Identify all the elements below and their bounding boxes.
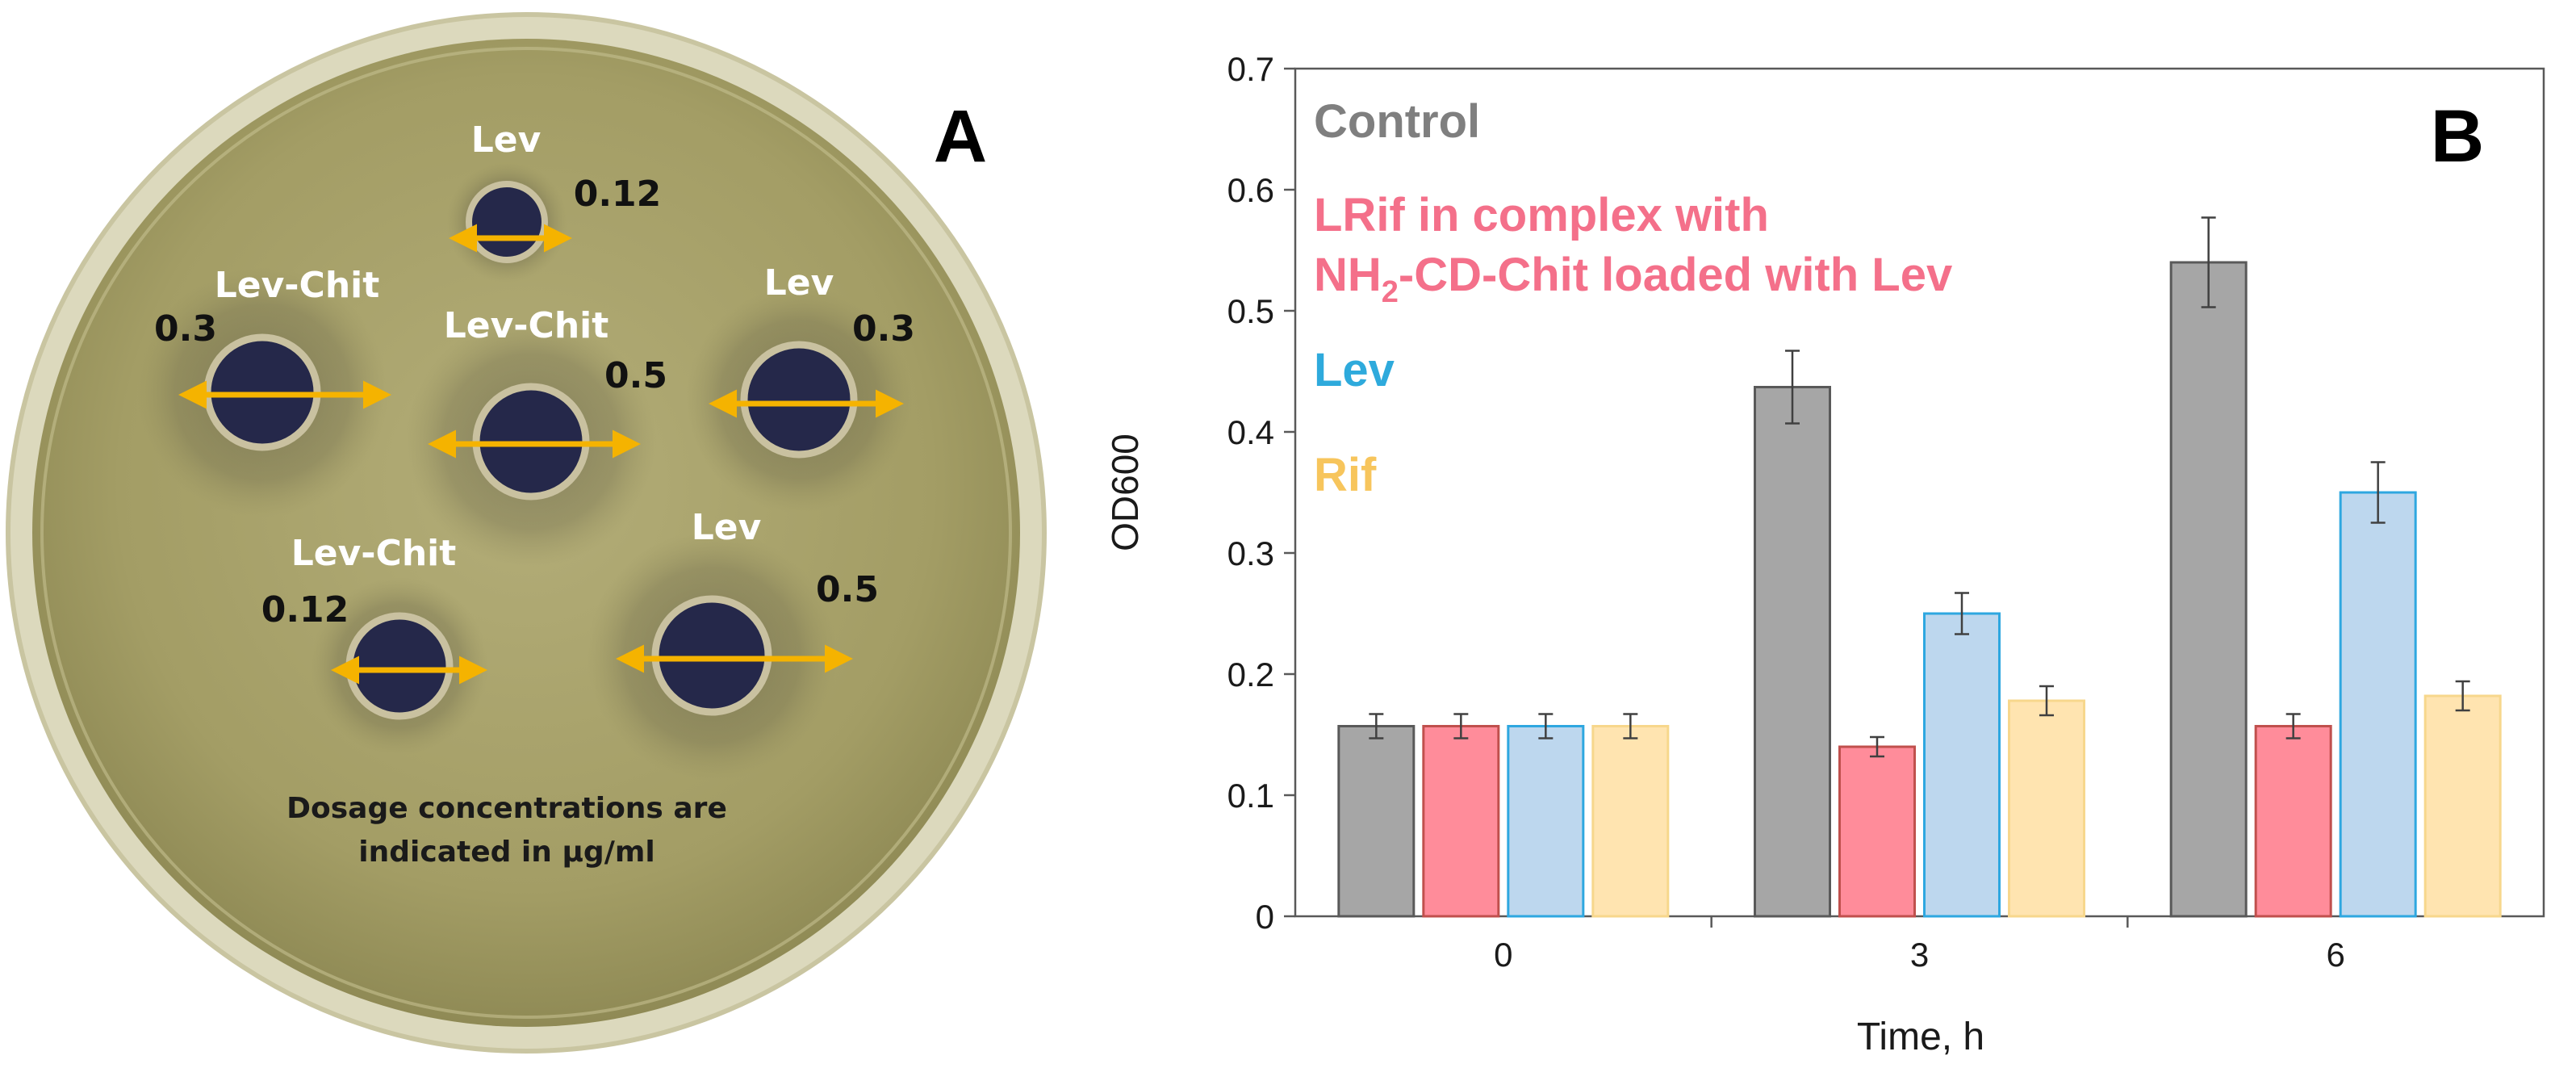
well-dose-label: 0.12: [261, 589, 349, 630]
panel-a-plate-photo: Lev 0.12 Lev-Chit 0.3 Lev-Chit 0.5 Lev 0…: [0, 0, 1049, 1081]
bar-chart-svg: 0 0.1 0.2 0.3 0.4 0.5 0.6 0.7 0 3 6 Control LRif i…: [1104, 50, 2545, 1058]
bar: [2423, 694, 2502, 918]
well-dose-label: 0.3: [852, 308, 915, 350]
bar: [2169, 261, 2248, 918]
bar: [1754, 386, 1831, 918]
panel-b-bar-chart: 0 0.1 0.2 0.3 0.4 0.5 0.6 0.7 0 3 6 Control LRif i…: [1049, 0, 2576, 1081]
legend-entry: Rif: [1314, 449, 1377, 501]
bar: [1422, 725, 1500, 918]
bar: [1591, 725, 1670, 918]
y-tick-label: 0.1: [1227, 777, 1274, 815]
bar: [2008, 699, 2085, 918]
legend: Control LRif in complex with NH2-CD-Chit l…: [1314, 95, 1952, 501]
well-lev-chit-0.3: Lev-Chit 0.3: [137, 265, 391, 517]
bar: [1838, 745, 1916, 918]
y-tick-label: 0.7: [1227, 50, 1274, 88]
x-tick-label: 6: [2326, 936, 2344, 974]
bar: [1923, 612, 2001, 918]
well-lev-0.3: Lev 0.3: [686, 262, 915, 513]
well-lev-0.12: Lev 0.12: [446, 119, 661, 283]
x-axis: 0 3 6: [1494, 916, 2345, 974]
well-lev-0.5: Lev 0.5: [587, 507, 879, 781]
well-dose-label: 0.5: [816, 569, 879, 610]
x-tick-label: 0: [1494, 936, 1512, 974]
well-lev-chit-0.12: Lev-Chit 0.12: [261, 533, 488, 755]
panel-a-letter: A: [934, 95, 987, 178]
well-dose-label: 0.3: [154, 308, 217, 350]
y-tick-label: 0: [1256, 898, 1274, 936]
y-axis: 0 0.1 0.2 0.3 0.4 0.5 0.6 0.7: [1227, 50, 1295, 936]
legend-entry: Control: [1314, 95, 1480, 148]
bar: [1507, 725, 1585, 918]
y-tick-label: 0.6: [1227, 171, 1274, 209]
petri-dish-illustration: Lev 0.12 Lev-Chit 0.3 Lev-Chit 0.5 Lev 0…: [6, 12, 1047, 1054]
legend-entry: LRif in complex with: [1314, 189, 1769, 241]
legend-entry: NH2-CD-Chit loaded with Lev: [1314, 249, 1952, 309]
y-tick-label: 0.4: [1227, 413, 1274, 451]
well-name-label: Lev-Chit: [291, 533, 457, 574]
plot-frame: [1294, 67, 2545, 918]
well-name-label: Lev-Chit: [444, 305, 609, 346]
well-name-label: Lev: [764, 262, 834, 304]
well-name-label: Lev-Chit: [215, 265, 380, 306]
panel-b-letter: B: [2431, 95, 2484, 178]
bar: [2339, 491, 2417, 918]
x-axis-title: Time, h: [1857, 1016, 1984, 1058]
well-dose-label: 0.12: [574, 174, 662, 215]
y-axis-title: OD600: [1104, 434, 1146, 551]
bar: [2254, 725, 2332, 918]
dosage-note-line-2: indicated in µg/ml: [358, 836, 654, 869]
x-tick-label: 3: [1910, 936, 1929, 974]
bar: [1337, 725, 1416, 918]
bars-group: [1337, 216, 2502, 918]
y-tick-label: 0.5: [1227, 292, 1274, 330]
well-name-label: Lev: [471, 119, 542, 161]
well-name-label: Lev: [692, 507, 762, 548]
dish-inner-edge: [40, 47, 1012, 1019]
well-dose-label: 0.5: [604, 355, 667, 396]
legend-entry: Lev: [1314, 344, 1395, 396]
well-lev-chit-0.5: Lev-Chit 0.5: [406, 305, 667, 567]
dosage-note-line-1: Dosage concentrations are: [286, 792, 727, 825]
y-tick-label: 0.2: [1227, 656, 1274, 693]
y-tick-label: 0.3: [1227, 534, 1274, 572]
